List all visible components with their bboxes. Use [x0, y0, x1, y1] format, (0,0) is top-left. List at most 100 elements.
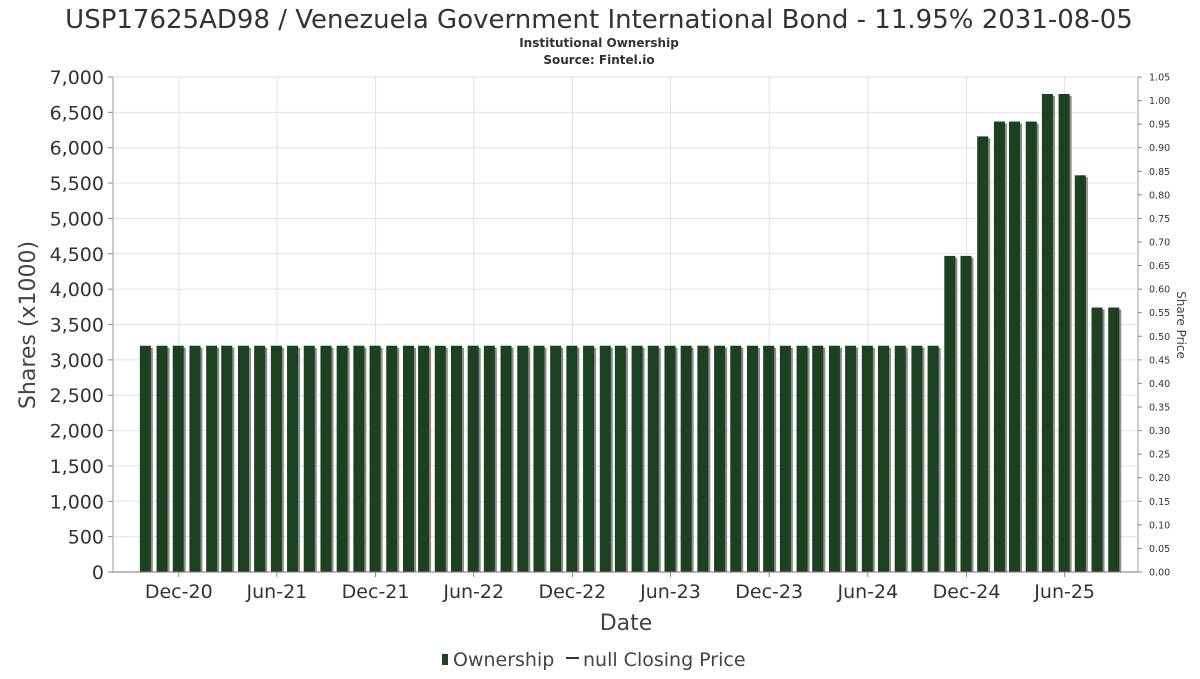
y-tick-label: 1,500 — [50, 456, 104, 478]
ownership-bar — [828, 345, 840, 572]
y-tick-label: 1,000 — [50, 491, 104, 513]
ownership-bar — [237, 345, 249, 572]
y2-tick-label: 0.35 — [1149, 403, 1170, 414]
y2-tick-label: 0.80 — [1149, 190, 1170, 201]
ownership-bar — [796, 345, 808, 572]
ownership-bar — [287, 345, 299, 572]
y-tick-label: 4,000 — [50, 279, 104, 301]
y-tick-label: 5,500 — [50, 173, 104, 195]
y2-tick-label: 0.00 — [1149, 568, 1170, 579]
ownership-bar — [680, 345, 692, 572]
ownership-bar — [517, 345, 529, 572]
ownership-bar — [714, 345, 726, 572]
ownership-bar — [402, 345, 414, 572]
ownership-bar — [156, 345, 168, 572]
ownership-bar — [894, 345, 906, 572]
ownership-bar — [911, 345, 923, 572]
ownership-bar — [320, 345, 332, 572]
ownership-bar — [1041, 93, 1053, 572]
y2-tick-label: 0.75 — [1149, 214, 1170, 225]
y-tick-label: 6,500 — [50, 102, 104, 124]
ownership-bar — [927, 345, 939, 572]
y-tick-label: 7,000 — [50, 67, 104, 89]
ownership-bar — [763, 345, 775, 572]
y2-tick-label: 0.65 — [1149, 261, 1170, 272]
y-tick-label: 4,500 — [50, 244, 104, 266]
y-tick-label: 500 — [68, 527, 104, 549]
legend-ownership-label: Ownership — [453, 649, 554, 671]
ownership-bar — [336, 345, 348, 572]
y2-tick-label: 0.15 — [1149, 497, 1170, 508]
ownership-bar — [631, 345, 643, 572]
ownership-bar — [993, 121, 1005, 573]
ownership-bar — [369, 345, 381, 572]
ownership-bar — [1025, 121, 1037, 573]
y-tick-label: 3,000 — [50, 350, 104, 372]
ownership-bar — [172, 345, 184, 572]
ownership-bar — [467, 345, 479, 572]
ownership-bar — [779, 345, 791, 572]
ownership-bar — [483, 345, 495, 572]
ownership-bar — [206, 345, 218, 572]
x-tick-label: Dec-22 — [538, 581, 606, 603]
y2-tick-label: 1.00 — [1149, 96, 1170, 107]
ownership-bar — [1058, 93, 1070, 572]
ownership-bar — [189, 345, 201, 572]
ownership-bar — [1091, 307, 1103, 572]
ownership-bar — [861, 345, 873, 572]
ownership-bar — [139, 345, 151, 572]
ownership-bar — [418, 345, 430, 572]
x-tick-label: Jun-22 — [442, 581, 504, 603]
y2-tick-label: 1.05 — [1149, 73, 1170, 84]
x-tick-label: Jun-21 — [246, 581, 308, 603]
ownership-bar — [664, 345, 676, 572]
ownership-bar — [944, 255, 956, 572]
x-tick-label: Dec-21 — [342, 581, 410, 603]
y2-tick-label: 0.70 — [1149, 238, 1170, 249]
ownership-bar — [500, 345, 512, 572]
ownership-bar — [434, 345, 446, 572]
ownership-bar — [450, 345, 462, 572]
y2-tick-label: 0.55 — [1149, 308, 1170, 319]
ownership-bar — [614, 345, 626, 572]
y-tick-label: 3,500 — [50, 315, 104, 337]
y2-axis-label: Share Price — [1174, 291, 1188, 359]
ownership-bar — [746, 345, 758, 572]
ownership-bar — [221, 345, 233, 572]
y2-tick-label: 0.85 — [1149, 167, 1170, 178]
ownership-bar — [647, 345, 659, 572]
ownership-bar — [812, 345, 824, 572]
ownership-bar — [960, 255, 972, 572]
y-tick-label: 2,500 — [50, 385, 104, 407]
y2-tick-label: 0.50 — [1149, 332, 1170, 343]
y2-tick-label: 0.45 — [1149, 355, 1170, 366]
y-tick-label: 0 — [92, 562, 104, 584]
ownership-bar — [550, 345, 562, 572]
x-tick-label: Jun-23 — [639, 581, 701, 603]
ownership-bar — [1074, 175, 1086, 573]
legend-price-label: null Closing Price — [583, 649, 746, 671]
ownership-bar — [566, 345, 578, 572]
y2-tick-label: 0.95 — [1149, 120, 1170, 131]
x-tick-label: Dec-23 — [735, 581, 803, 603]
ownership-bar — [254, 345, 266, 572]
y-tick-label: 6,000 — [50, 138, 104, 160]
y-tick-label: 2,000 — [50, 421, 104, 443]
y2-tick-label: 0.05 — [1149, 544, 1170, 555]
ownership-bar — [303, 345, 315, 572]
x-tick-label: Jun-24 — [836, 581, 898, 603]
ownership-bar — [730, 345, 742, 572]
y2-tick-label: 0.25 — [1149, 450, 1170, 461]
axes: 0 500 1,000 1,500 2,000 2,500 3,000 3,500 4,000 4… — [50, 67, 1171, 603]
x-tick-label: Dec-24 — [933, 581, 1001, 603]
y2-tick-label: 0.90 — [1149, 143, 1170, 154]
y2-tick-label: 0.60 — [1149, 285, 1170, 296]
x-tick-label: Jun-25 — [1033, 581, 1095, 603]
legend: Ownership null Closing Price — [442, 649, 746, 671]
x-axis-label: Date — [600, 611, 653, 636]
y-tick-label: 5,000 — [50, 208, 104, 230]
ownership-bar — [583, 345, 595, 572]
y2-tick-label: 0.20 — [1149, 473, 1170, 484]
